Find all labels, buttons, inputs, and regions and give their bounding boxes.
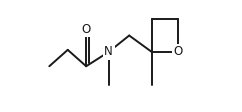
Text: N: N (104, 45, 113, 58)
Text: O: O (174, 45, 183, 58)
Text: O: O (82, 23, 91, 36)
